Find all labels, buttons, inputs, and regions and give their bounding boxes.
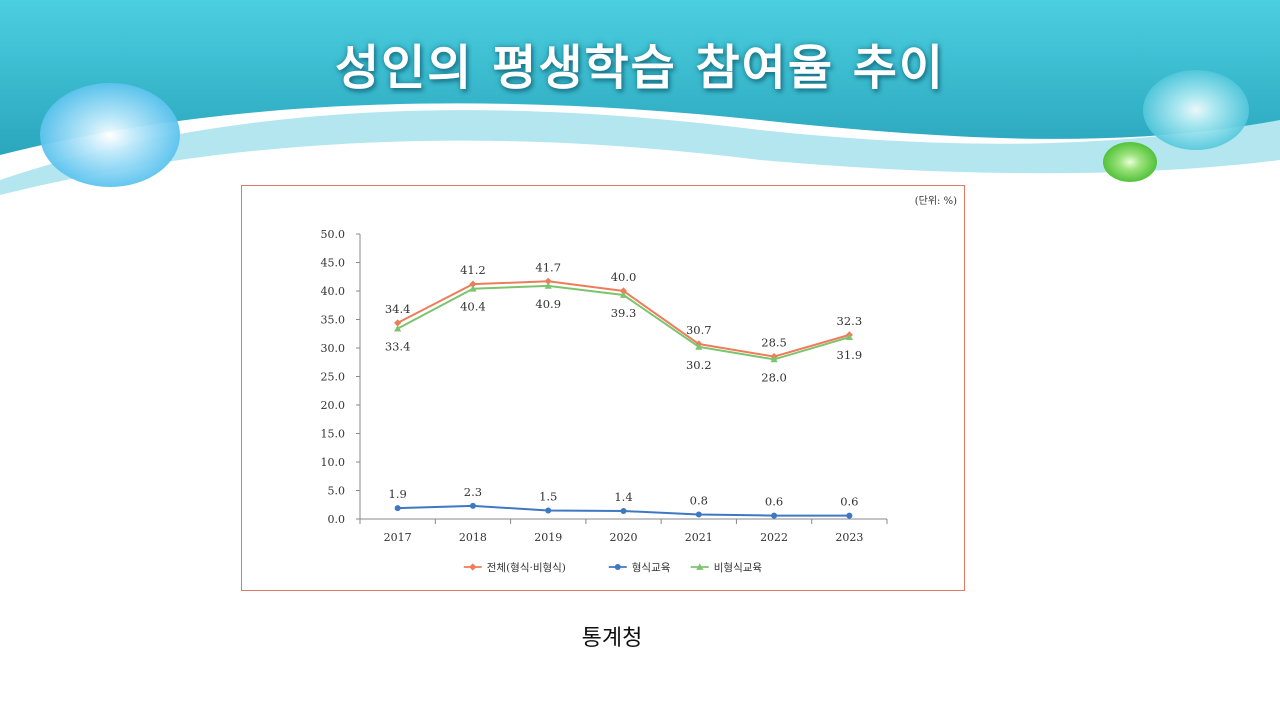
data-point-2 (770, 355, 778, 363)
y-tick-label: 0.0 (328, 513, 346, 526)
x-tick-label: 2023 (835, 531, 863, 544)
y-tick-label: 30.0 (321, 342, 346, 355)
data-label-1: 0.8 (690, 493, 708, 507)
x-tick-label: 2019 (534, 531, 562, 544)
data-point-2 (845, 333, 853, 341)
data-label-1: 1.5 (539, 489, 557, 503)
bubble-right (1143, 70, 1249, 150)
data-label-0: 41.7 (535, 260, 561, 274)
bubble-left (40, 83, 180, 187)
data-point-1 (394, 505, 401, 512)
data-label-2: 28.0 (761, 370, 787, 384)
data-point-1 (771, 512, 778, 519)
data-label-2: 40.4 (460, 300, 486, 314)
data-point-1 (545, 507, 552, 514)
data-label-2: 33.4 (385, 340, 411, 354)
legend-label: 비형식교육 (714, 562, 763, 574)
data-point-2 (469, 285, 477, 292)
data-point-0 (544, 277, 552, 285)
banner-dark-band (0, 0, 1280, 155)
data-label-0: 34.4 (385, 302, 411, 316)
y-tick-label: 45.0 (321, 257, 346, 270)
data-label-2: 40.9 (535, 297, 561, 311)
banner-light-wave (0, 110, 1280, 195)
data-label-2: 31.9 (837, 348, 863, 362)
data-point-1 (469, 502, 476, 509)
data-label-0: 40.0 (611, 270, 637, 284)
data-label-2: 39.3 (611, 306, 637, 320)
x-tick-label: 2017 (384, 531, 412, 544)
chart-frame: (단위: %) 0.0 5.0 10.0 15.0 20.0 25.0 30.0 35.0 40.… (241, 185, 965, 591)
y-tick-label: 15.0 (321, 428, 346, 441)
legend-label: 형식교육 (632, 562, 671, 574)
unit-note: (단위: %) (915, 194, 957, 207)
slide-title: 성인의 평생학습 참여율 추이 (334, 40, 946, 96)
data-point-2 (695, 343, 703, 350)
legend-marker (614, 564, 621, 570)
data-point-1 (846, 512, 853, 519)
data-label-2: 30.2 (686, 358, 712, 372)
x-tick-label: 2020 (610, 531, 638, 544)
data-label-0: 28.5 (761, 336, 787, 350)
x-tick-label: 2018 (459, 531, 487, 544)
x-tick-label: 2021 (685, 531, 713, 544)
source-caption: 통계청 (581, 626, 643, 651)
legend-marker (696, 563, 704, 570)
y-tick-label: 5.0 (328, 485, 346, 498)
data-label-1: 2.3 (464, 485, 482, 499)
y-tick-label: 40.0 (321, 285, 346, 298)
data-label-1: 0.6 (765, 495, 783, 509)
bubble-green (1103, 142, 1157, 182)
data-point-0 (619, 287, 628, 295)
legend-label: 전체(형식·비형식) (487, 562, 566, 574)
data-point-1 (695, 511, 702, 518)
data-point-1 (620, 508, 627, 515)
data-label-1: 1.4 (614, 490, 632, 504)
y-tick-label: 10.0 (321, 456, 346, 469)
y-tick-label: 35.0 (321, 314, 346, 327)
data-label-1: 1.9 (388, 487, 406, 501)
data-label-1: 0.6 (840, 495, 858, 509)
data-label-0: 30.7 (686, 323, 712, 337)
data-point-2 (394, 325, 402, 332)
line-chart: (단위: %) 0.0 5.0 10.0 15.0 20.0 25.0 30.0 35.0 40.… (321, 194, 958, 574)
legend-marker (469, 563, 477, 571)
data-label-0: 32.3 (837, 314, 863, 328)
data-point-2 (619, 291, 628, 298)
y-tick-label: 50.0 (321, 228, 346, 241)
y-tick-label: 25.0 (321, 371, 346, 384)
data-point-2 (544, 282, 552, 289)
y-tick-label: 20.0 (321, 399, 346, 412)
header-banner (0, 0, 1280, 195)
x-tick-label: 2022 (760, 531, 788, 544)
data-label-0: 41.2 (460, 263, 486, 277)
